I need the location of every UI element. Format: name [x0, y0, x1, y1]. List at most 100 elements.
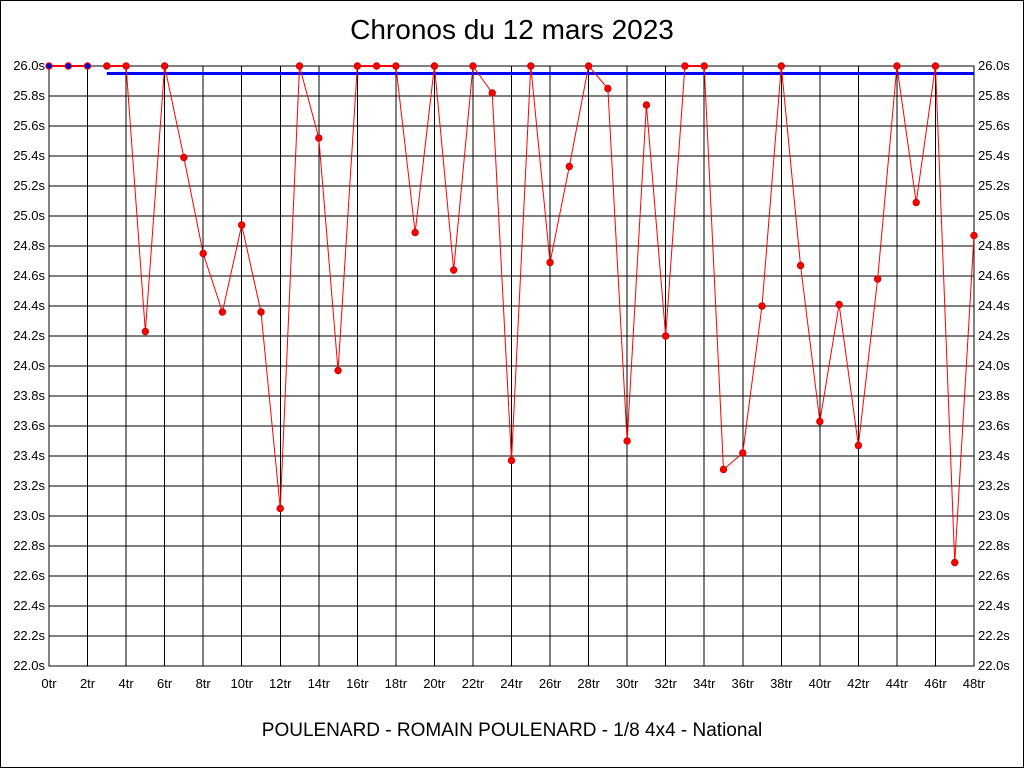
- data-point-lap: [218, 308, 227, 316]
- data-point-lap: [623, 437, 631, 445]
- y-tick-label-left: 24.0s: [13, 358, 45, 373]
- y-tick-label-left: 24.8s: [13, 238, 45, 253]
- x-tick-label: 22tr: [462, 676, 485, 691]
- data-point-lap: [661, 332, 670, 340]
- y-tick-label-right: 23.6s: [978, 418, 1010, 433]
- x-tick-label: 48tr: [963, 676, 986, 691]
- data-point-lap: [931, 62, 940, 70]
- data-point-lap: [160, 62, 169, 70]
- data-point-lap: [199, 249, 207, 258]
- x-tick-label: 6tr: [157, 676, 173, 691]
- x-tick-label: 42tr: [847, 676, 870, 691]
- x-tick-label: 2tr: [80, 676, 96, 691]
- y-tick-label-left: 22.4s: [13, 598, 45, 613]
- x-tick-label: 4tr: [118, 676, 134, 691]
- y-tick-label-left: 22.6s: [13, 568, 45, 583]
- data-point-lap: [739, 449, 747, 457]
- y-tick-label-left: 25.4s: [13, 148, 45, 163]
- x-tick-label: 28tr: [577, 676, 600, 691]
- y-tick-label-right: 24.4s: [978, 298, 1010, 313]
- data-point-lap: [103, 62, 111, 70]
- data-point-lap: [180, 153, 188, 162]
- data-point-lap: [893, 62, 901, 70]
- data-point-lap: [912, 198, 920, 207]
- y-tick-label-left: 25.6s: [13, 118, 45, 133]
- x-tick-label: 24tr: [500, 676, 523, 691]
- data-point-lap: [507, 456, 516, 465]
- y-tick-label-left: 23.6s: [13, 418, 45, 433]
- data-point-initial: [83, 62, 92, 70]
- data-point-lap: [295, 62, 304, 70]
- data-point-lap: [719, 465, 728, 474]
- y-tick-label-right: 26.0s: [978, 58, 1010, 73]
- data-point-lap: [276, 504, 284, 513]
- data-point-lap: [758, 302, 766, 310]
- data-point-lap: [642, 101, 651, 109]
- y-tick-label-right: 25.4s: [978, 148, 1010, 163]
- x-tick-label: 8tr: [196, 676, 212, 691]
- y-tick-label-right: 25.6s: [978, 118, 1010, 133]
- y-tick-label-left: 25.0s: [13, 208, 45, 223]
- data-point-lap: [353, 62, 362, 70]
- x-tick-label: 30tr: [616, 676, 639, 691]
- data-point-lap: [141, 327, 150, 336]
- y-tick-label-right: 24.0s: [978, 358, 1010, 373]
- x-tick-label: 36tr: [732, 676, 755, 691]
- data-point-lap: [816, 417, 824, 426]
- data-point-lap: [835, 300, 843, 309]
- data-point-initial: [64, 62, 72, 70]
- data-point-lap: [315, 134, 323, 142]
- y-tick-label-left: 23.2s: [13, 478, 45, 493]
- data-point-lap: [411, 228, 419, 237]
- x-tick-label: 16tr: [346, 676, 369, 691]
- y-tick-label-right: 24.6s: [978, 268, 1010, 283]
- y-tick-label-left: 22.0s: [13, 658, 45, 673]
- x-tick-label: 38tr: [770, 676, 793, 691]
- data-point-lap: [469, 62, 477, 70]
- y-tick-label-left: 23.0s: [13, 508, 45, 523]
- data-point-lap: [565, 162, 574, 171]
- data-point-lap: [584, 62, 593, 70]
- data-point-lap: [951, 558, 959, 567]
- y-tick-label-left: 24.4s: [13, 298, 45, 313]
- y-tick-label-left: 25.2s: [13, 178, 45, 193]
- x-tick-label: 0tr: [41, 676, 57, 691]
- y-tick-label-right: 22.0s: [978, 658, 1010, 673]
- data-point-lap: [873, 275, 882, 283]
- data-point-lap: [604, 84, 612, 93]
- y-tick-label-left: 26.0s: [13, 58, 45, 73]
- data-point-lap: [700, 62, 708, 70]
- y-tick-label-right: 24.8s: [978, 238, 1010, 253]
- y-tick-label-left: 24.2s: [13, 328, 45, 343]
- data-point-lap: [681, 62, 689, 70]
- data-point-lap: [449, 266, 458, 274]
- y-tick-label-right: 23.2s: [978, 478, 1010, 493]
- y-tick-label-right: 23.8s: [978, 388, 1010, 403]
- series-line-laps: [106, 64, 975, 563]
- y-tick-label-right: 22.4s: [978, 598, 1010, 613]
- y-tick-label-left: 25.8s: [13, 88, 45, 103]
- data-point-lap: [796, 261, 805, 270]
- data-point-lap: [527, 62, 535, 70]
- x-tick-label: 14tr: [308, 676, 331, 691]
- y-tick-label-right: 22.8s: [978, 538, 1010, 553]
- data-point-lap: [777, 62, 785, 70]
- data-point-lap: [257, 308, 265, 316]
- data-point-lap: [392, 62, 400, 70]
- chart-footer: POULENARD - ROMAIN POULENARD - 1/8 4x4 -…: [261, 720, 763, 741]
- y-tick-label-left: 22.2s: [13, 628, 45, 643]
- y-tick-label-right: 24.2s: [978, 328, 1010, 343]
- chart-title: Chronos du 12 mars 2023: [350, 14, 674, 45]
- x-tick-label: 18tr: [385, 676, 408, 691]
- x-tick-label: 32tr: [654, 676, 677, 691]
- data-point-lap: [372, 62, 381, 70]
- data-point-lap: [488, 89, 496, 97]
- plot-border: [48, 65, 975, 667]
- y-tick-label-left: 22.8s: [13, 538, 45, 553]
- data-point-lap: [546, 258, 554, 267]
- data-point-lap: [334, 366, 342, 375]
- data-point-lap: [430, 62, 439, 70]
- y-tick-label-left: 23.4s: [13, 448, 45, 463]
- x-tick-label: 12tr: [269, 676, 292, 691]
